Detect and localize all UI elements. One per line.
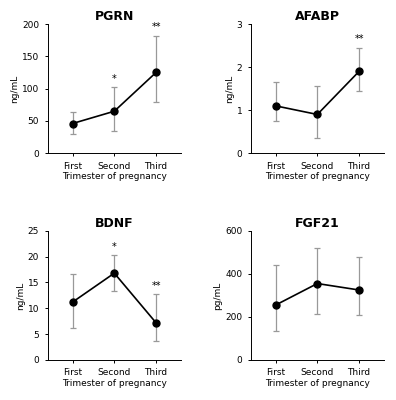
Y-axis label: ng/mL: ng/mL <box>225 74 234 103</box>
Y-axis label: pg/mL: pg/mL <box>213 281 222 310</box>
Y-axis label: ng/mL: ng/mL <box>10 74 19 103</box>
Text: *: * <box>112 74 117 84</box>
Y-axis label: ng/mL: ng/mL <box>16 281 25 310</box>
Title: AFABP: AFABP <box>295 10 340 23</box>
Text: **: ** <box>151 281 161 291</box>
X-axis label: Trimester of pregnancy: Trimester of pregnancy <box>62 379 167 388</box>
X-axis label: Trimester of pregnancy: Trimester of pregnancy <box>265 379 370 388</box>
X-axis label: Trimester of pregnancy: Trimester of pregnancy <box>62 172 167 181</box>
Text: **: ** <box>354 34 364 44</box>
X-axis label: Trimester of pregnancy: Trimester of pregnancy <box>265 172 370 181</box>
Title: PGRN: PGRN <box>95 10 134 23</box>
Title: FGF21: FGF21 <box>295 217 340 230</box>
Text: **: ** <box>151 22 161 32</box>
Text: *: * <box>112 242 117 252</box>
Title: BDNF: BDNF <box>95 217 133 230</box>
